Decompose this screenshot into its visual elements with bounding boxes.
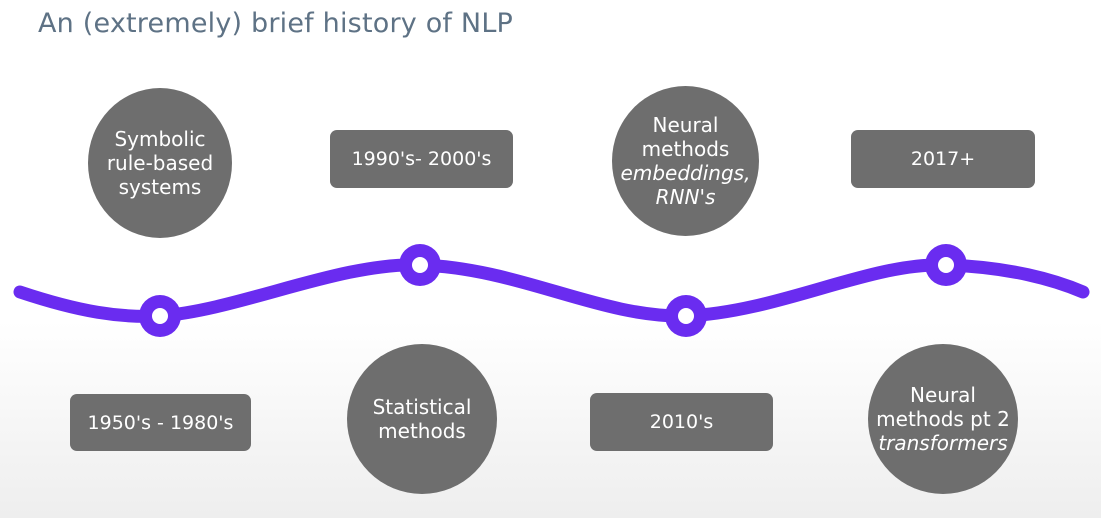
era-2-period: 1990's- 2000's xyxy=(351,148,492,170)
era-3-circle: Neural methods embeddings, RNN's xyxy=(612,86,759,236)
era-1-label-line-3: systems xyxy=(118,175,202,199)
era-4-label-line-2: methods pt 2 xyxy=(876,407,1010,431)
era-1-period: 1950's - 1980's xyxy=(87,411,234,434)
era-2-label-line-2: methods xyxy=(378,419,466,443)
era-3-period: 2010's xyxy=(649,411,714,433)
era-1-period-pill: 1950's - 1980's xyxy=(70,394,251,451)
timeline-node-1 xyxy=(139,295,181,337)
era-1-label-line-2: rule-based xyxy=(106,151,214,175)
era-3-label-line-2: methods xyxy=(641,137,730,161)
era-4-circle: Neural methods pt 2 transformers xyxy=(868,344,1018,494)
era-4-period-pill: 2017+ xyxy=(851,130,1035,188)
era-1-label-line-1: Symbolic xyxy=(114,127,206,151)
era-2-circle: Statistical methods xyxy=(347,344,497,494)
era-4-label-line-1: Neural xyxy=(910,383,976,407)
era-3-italic-line-1: embeddings, xyxy=(620,161,751,185)
era-3-period-pill: 2010's xyxy=(590,393,773,451)
era-4-italic-line-1: transformers xyxy=(878,431,1008,455)
timeline-node-4 xyxy=(925,244,967,286)
era-1-circle: Symbolic rule-based systems xyxy=(88,88,232,238)
timeline-node-3 xyxy=(665,295,707,337)
era-3-italic-line-2: RNN's xyxy=(655,185,716,209)
slide-title: An (extremely) brief history of NLP xyxy=(38,8,514,39)
era-3-label-line-1: Neural xyxy=(652,113,719,137)
timeline-node-2 xyxy=(399,244,441,286)
era-2-label-line-1: Statistical xyxy=(372,395,472,419)
era-4-period: 2017+ xyxy=(910,148,976,170)
era-2-period-pill: 1990's- 2000's xyxy=(330,130,513,188)
